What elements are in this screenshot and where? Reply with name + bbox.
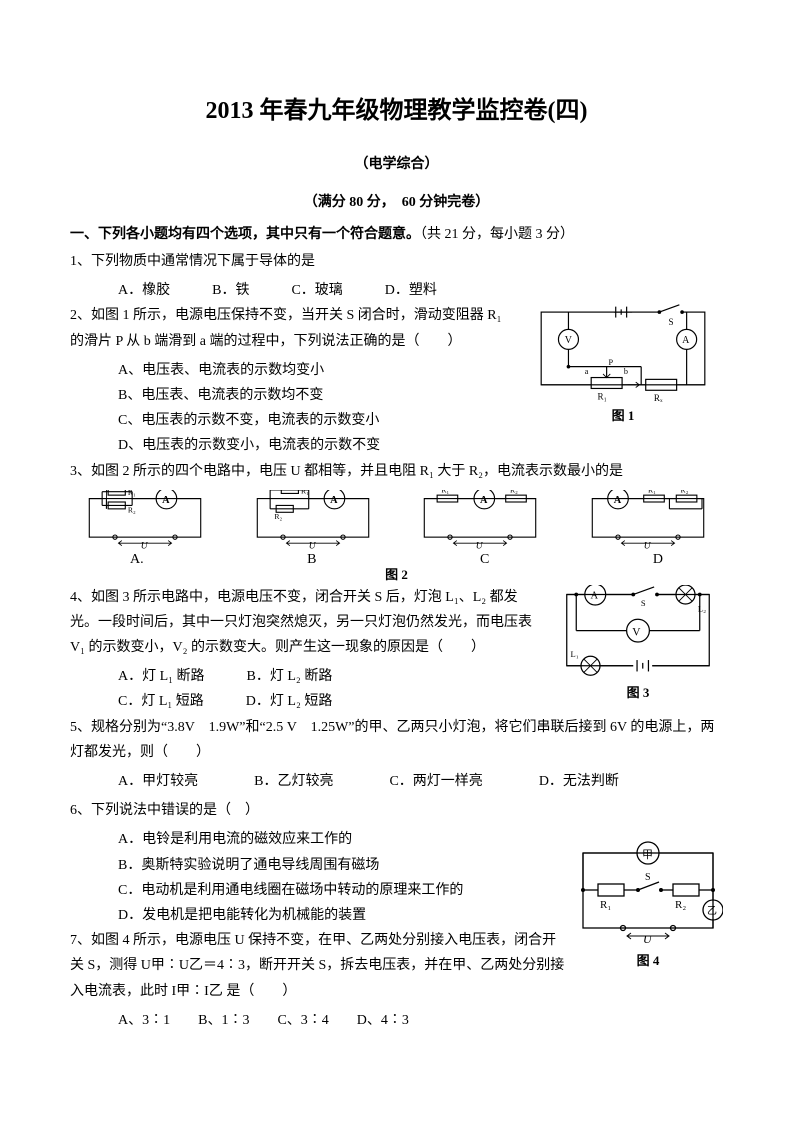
q7-stem: 7、如图 4 所示，电源电压 U 保持不变，在甲、乙两处分别接入电压表，闭合开关… [70, 928, 565, 1004]
fig1-s-label: S [668, 317, 673, 327]
fig2b-r1: R₁ [301, 490, 309, 495]
fig2d-u: U [644, 541, 652, 550]
q7-options: A、3∶1 B、1∶3 C、3∶4 D、4∶3 [70, 1008, 565, 1033]
subtitle: （电学综合） [70, 153, 723, 173]
exam-info: （满分 80 分， 60 分钟完卷） [70, 191, 723, 211]
q3-stem: 3、如图 2 所示的四个电路中，电压 U 都相等，并且电阻 R₁ 大于 R₂，电… [70, 459, 723, 484]
figure-2-label: 图 2 [70, 564, 723, 583]
section-1-head-bold: 一、下列各小题均有四个选项，其中只有一个符合题意。 [70, 227, 420, 242]
fig1-v-label: V [565, 335, 573, 346]
fig2b-u: U [308, 541, 316, 550]
section-1-head-rest: （共 21 分，每小题 3 分） [420, 227, 574, 242]
fig1-a-end: a [585, 367, 589, 376]
q3-letter-d: D [653, 552, 663, 568]
figure-2c: R₁ A R₂ U [405, 490, 555, 550]
fig2d-ammeter: A [614, 495, 622, 506]
q4-stem: 4、如图 3 所示电路中，电源电压不变，闭合开关 S 后，灯泡 L₁、L₂ 都发… [70, 585, 545, 661]
q3-letter-b: B [307, 552, 316, 568]
fig4-u: U [643, 932, 653, 946]
q6-opt-c: C．电动机是利用通电线圈在磁场中转动的原理来工作的 [118, 878, 565, 903]
fig2a-ammeter: A [162, 495, 170, 506]
section-1-head: 一、下列各小题均有四个选项，其中只有一个符合题意。（共 21 分，每小题 3 分… [70, 223, 723, 243]
q5-stem: 5、规格分别为“3.8V 1.9W”和“2.5 V 1.25W”的甲、乙两只小灯… [70, 715, 723, 765]
q3-letter-a: A. [130, 552, 144, 568]
fig2c-r1: R₁ [442, 490, 450, 495]
q2-opt-a: A、电压表、电流表的示数均变小 [118, 358, 515, 383]
fig2d-r2: R₂ [681, 490, 689, 495]
fig1-r1-label: R₁ [598, 392, 607, 402]
fig2b-ammeter: A [330, 495, 338, 506]
fig3-ammeter: A [591, 590, 599, 601]
fig2c-r2: R₂ [510, 490, 518, 495]
figure-4-label: 图 4 [573, 950, 723, 969]
fig4-yi: 乙 [707, 905, 717, 917]
figure-3: A S L₂ V L₁ [553, 585, 723, 701]
figure-2b: R₁ R₂ A U [238, 490, 388, 550]
figure-3-label: 图 3 [553, 682, 723, 701]
q4-opt-c: C．灯 L₁ 短路 [118, 694, 204, 709]
fig3-l1: L₁ [571, 649, 579, 659]
q2-opt-d: D、电压表的示数变小，电流表的示数不变 [118, 433, 515, 458]
q5-opt-d: D．无法判断 [539, 774, 619, 789]
q6-stem: 6、下列说法中错误的是（ ） [70, 798, 565, 823]
q2-opt-c: C、电压表的示数不变，电流表的示数变小 [118, 408, 515, 433]
fig2c-u: U [476, 541, 484, 550]
fig1-p-label: P [608, 358, 613, 367]
fig1-b-end: b [624, 367, 628, 376]
figure-1-label: 图 1 [523, 405, 723, 424]
fig4-jia: 甲 [642, 849, 653, 861]
figure-4: 甲 R₁ S R₂ 乙 U 图 4 [573, 838, 723, 969]
q5-opt-c: C．两灯一样亮 [389, 774, 482, 789]
fig4-r1: R₁ [600, 899, 611, 911]
page-title: 2013 年春九年级物理教学监控卷(四) [70, 90, 723, 125]
fig3-v: V [632, 626, 641, 638]
q5-opt-b: B．乙灯较亮 [254, 774, 333, 789]
figure-1: S V A a b [523, 303, 723, 424]
q5-opt-a: A．甲灯较亮 [118, 774, 198, 789]
fig1-a-label: A [682, 335, 690, 346]
figure-2-row: R₁ R₂ A U R₁ R₂ A [70, 490, 723, 550]
fig3-s: S [641, 598, 646, 608]
q4-opt-d: D．灯 L₂ 短路 [246, 694, 333, 709]
fig3-l2: L₂ [698, 603, 706, 613]
q4-opt-a: A．灯 L₁ 断路 [118, 669, 205, 684]
q2-opt-b: B、电压表、电流表的示数均不变 [118, 383, 515, 408]
q3-letter-c: C [480, 552, 489, 568]
fig4-r2: R₂ [675, 899, 686, 911]
fig2c-ammeter: A [480, 495, 488, 506]
figure-2d: A R₁ R₂ U [573, 490, 723, 550]
fig4-s: S [645, 872, 651, 883]
q6-opt-b: B．奥斯特实验说明了通电导线周围有磁场 [118, 853, 565, 878]
q1-stem: 1、下列物质中通常情况下属于导体的是 [70, 249, 723, 274]
q6-opt-d: D．发电机是把电能转化为机械能的装置 [118, 903, 565, 928]
q2-stem: 2、如图 1 所示，电源电压保持不变，当开关 S 闭合时，滑动变阻器 R₁ 的滑… [70, 303, 515, 353]
q6-opt-a: A．电铃是利用电流的磁效应来工作的 [118, 827, 565, 852]
fig2a-r1: R₁ [128, 490, 136, 497]
q1-options: A．橡胶 B．铁 C．玻璃 D．塑料 [70, 278, 723, 303]
fig2a-u: U [141, 541, 149, 550]
fig2a-r2: R₂ [128, 505, 136, 514]
figure-2a: R₁ R₂ A U [70, 490, 220, 550]
fig1-rx-label: Rₓ [654, 394, 663, 404]
fig2d-r1: R₁ [648, 490, 656, 495]
fig2b-r2: R₂ [274, 512, 282, 521]
q4-opt-b: B．灯 L₂ 断路 [247, 669, 333, 684]
